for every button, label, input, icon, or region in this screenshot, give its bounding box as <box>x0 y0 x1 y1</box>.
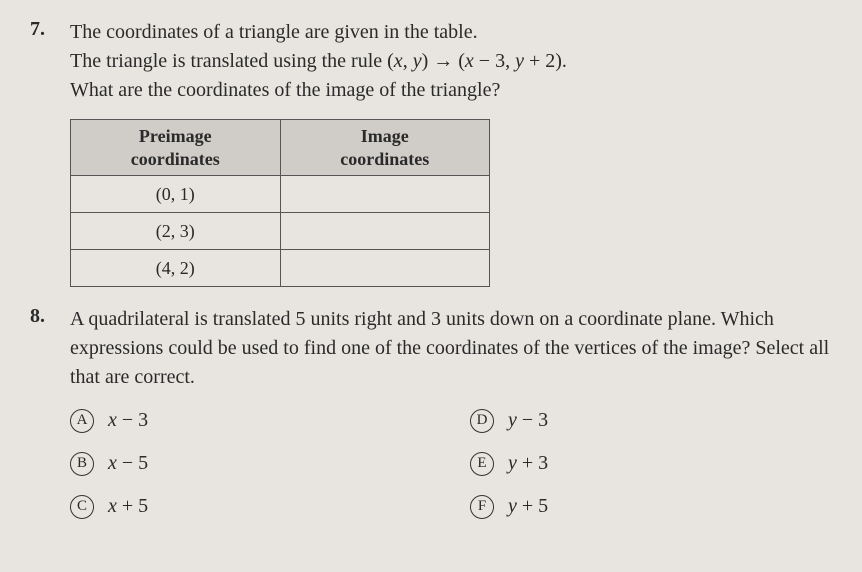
option-letter: A <box>70 409 94 433</box>
option-var: y <box>508 495 517 517</box>
q7-line2: The triangle is translated using the rul… <box>70 47 822 76</box>
question-7: 7. The coordinates of a triangle are giv… <box>30 18 822 287</box>
q7-rule-x2: x <box>465 50 474 72</box>
header-preimage-a: Preimage <box>79 125 272 148</box>
option-var: x <box>108 495 117 517</box>
option-e[interactable]: E y + 3 <box>470 449 830 478</box>
q7-line1: The coordinates of a triangle are given … <box>70 18 822 47</box>
preimage-cell: (0, 1) <box>71 176 281 213</box>
option-text: y + 5 <box>508 492 548 521</box>
option-text: y + 3 <box>508 449 548 478</box>
image-cell[interactable] <box>280 250 490 287</box>
option-var: y <box>508 409 517 431</box>
table-row: (0, 1) <box>71 176 490 213</box>
image-cell[interactable] <box>280 213 490 250</box>
q8-number: 8. <box>30 305 70 521</box>
q7-table: Preimage coordinates Image coordinates (… <box>70 119 490 287</box>
table-row: (4, 2) <box>71 250 490 287</box>
q7-rule-arrow: ) → ( <box>422 50 465 72</box>
option-letter: E <box>470 452 494 476</box>
option-letter: C <box>70 495 94 519</box>
option-rest: + 3 <box>517 452 548 474</box>
q7-rule-x1: x <box>394 50 403 72</box>
option-c[interactable]: C x + 5 <box>70 492 430 521</box>
q7-number: 7. <box>30 18 70 287</box>
header-preimage-b: coordinates <box>79 148 272 171</box>
q7-rule-y2: y <box>515 50 524 72</box>
q8-body: A quadrilateral is translated 5 units ri… <box>70 305 830 521</box>
option-f[interactable]: F y + 5 <box>470 492 830 521</box>
q7-rule-minus: − 3, <box>474 50 515 72</box>
q7-line2-prefix: The triangle is translated using the rul… <box>70 50 394 72</box>
table-header-row: Preimage coordinates Image coordinates <box>71 120 490 176</box>
option-rest: + 5 <box>517 495 548 517</box>
option-text: x − 3 <box>108 406 148 435</box>
option-rest: − 5 <box>117 452 148 474</box>
q8-text: A quadrilateral is translated 5 units ri… <box>70 305 830 392</box>
q7-line3: What are the coordinates of the image of… <box>70 76 822 105</box>
option-letter: D <box>470 409 494 433</box>
q7-rule-comma: , <box>403 50 413 72</box>
q7-rule-y1: y <box>413 50 422 72</box>
option-var: y <box>508 452 517 474</box>
header-preimage: Preimage coordinates <box>71 120 281 176</box>
option-letter: B <box>70 452 94 476</box>
option-var: x <box>108 452 117 474</box>
option-a[interactable]: A x − 3 <box>70 406 430 435</box>
header-image-b: coordinates <box>289 148 482 171</box>
option-rest: + 5 <box>117 495 148 517</box>
option-b[interactable]: B x − 5 <box>70 449 430 478</box>
image-cell[interactable] <box>280 176 490 213</box>
preimage-cell: (4, 2) <box>71 250 281 287</box>
q7-body: The coordinates of a triangle are given … <box>70 18 822 287</box>
option-text: y − 3 <box>508 406 548 435</box>
option-text: x − 5 <box>108 449 148 478</box>
header-image-a: Image <box>289 125 482 148</box>
option-text: x + 5 <box>108 492 148 521</box>
option-rest: − 3 <box>517 409 548 431</box>
header-image: Image coordinates <box>280 120 490 176</box>
q8-options: A x − 3 D y − 3 B x − 5 E y + 3 C x + 5 … <box>70 406 830 521</box>
option-letter: F <box>470 495 494 519</box>
option-var: x <box>108 409 117 431</box>
q7-rule-plus: + 2). <box>524 50 567 72</box>
question-8: 8. A quadrilateral is translated 5 units… <box>30 305 822 521</box>
table-row: (2, 3) <box>71 213 490 250</box>
option-d[interactable]: D y − 3 <box>470 406 830 435</box>
option-rest: − 3 <box>117 409 148 431</box>
preimage-cell: (2, 3) <box>71 213 281 250</box>
